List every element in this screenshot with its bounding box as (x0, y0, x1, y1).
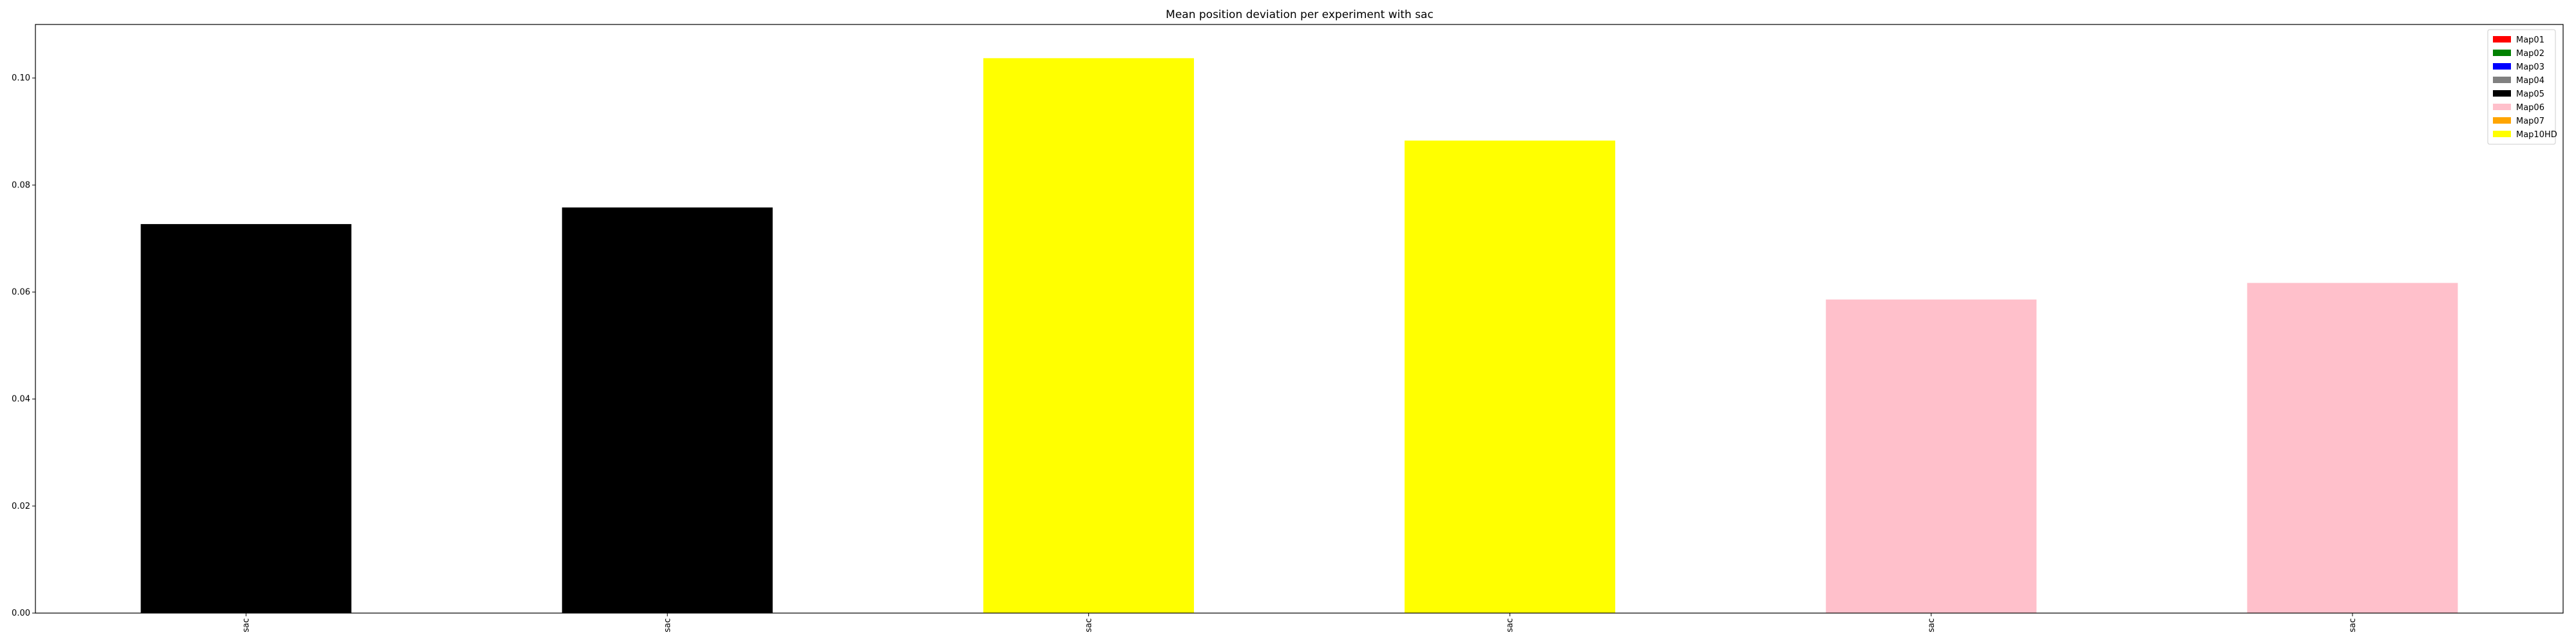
legend-swatch (2493, 117, 2511, 124)
x-tick-label: sac (1927, 618, 1937, 632)
legend: Map01 Map02 Map03 Map04 Map05 Map06 Map07 Map10… (2487, 29, 2557, 145)
y-tick-label: 0.00 (12, 609, 30, 618)
chart-title: Mean position deviation per experiment w… (1166, 8, 1434, 21)
y-axis: 0.00 0.02 0.04 0.06 0.08 0.10 (12, 73, 35, 618)
legend-swatch (2493, 131, 2511, 137)
legend-label: Map07 (2516, 117, 2544, 126)
x-tick-label: sac (663, 618, 672, 632)
x-tick-label: sac (1506, 618, 1515, 632)
y-tick-label: 0.06 (12, 287, 30, 297)
y-tick-label: 0.08 (12, 180, 30, 190)
legend-swatch (2493, 63, 2511, 70)
legend-label: Map03 (2516, 62, 2544, 72)
x-tick-label: sac (2348, 618, 2358, 632)
bar (140, 223, 352, 613)
legend-swatch (2493, 104, 2511, 110)
legend-label: Map02 (2516, 49, 2544, 59)
x-tick-label: sac (242, 618, 251, 632)
bars (140, 58, 2458, 614)
y-tick-label: 0.10 (12, 73, 30, 83)
legend-swatch (2493, 36, 2511, 43)
bar (562, 207, 773, 613)
plot-frame (35, 24, 2564, 614)
legend-box (2487, 29, 2556, 145)
legend-label: Map05 (2516, 90, 2544, 99)
bar (2247, 283, 2458, 613)
legend-swatch (2493, 50, 2511, 56)
legend-label: Map04 (2516, 76, 2544, 86)
x-axis: sac sac sac sac sac sac (242, 613, 2358, 632)
x-tick-label: sac (1084, 618, 1094, 632)
legend-swatch (2493, 90, 2511, 97)
y-tick-label: 0.04 (12, 395, 30, 404)
legend-swatch (2493, 77, 2511, 83)
legend-label: Map01 (2516, 35, 2544, 45)
y-tick-label: 0.02 (12, 502, 30, 511)
bar (983, 58, 1194, 613)
bar (1405, 140, 1616, 614)
legend-label: Map06 (2516, 103, 2544, 113)
legend-label: Map10HD (2516, 130, 2557, 140)
bar (1826, 299, 2037, 613)
